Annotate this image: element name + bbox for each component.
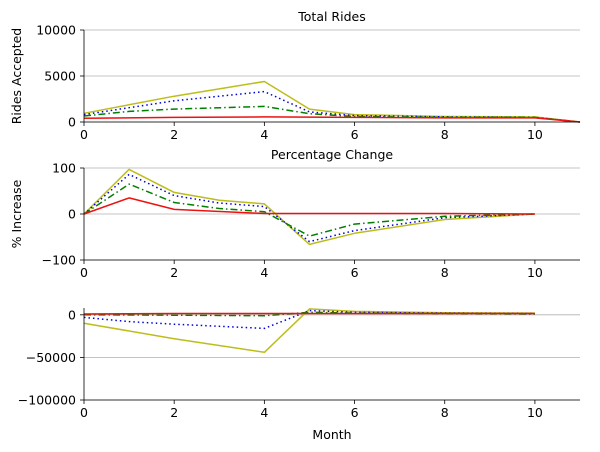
x-tick-label: 4 [260,405,268,420]
y-tick-label: 10000 [36,23,76,38]
y-tick-label: 100 [52,161,76,176]
series-line-4 [83,312,535,315]
series-line-4 [83,116,581,123]
x-tick-label: 6 [351,265,359,280]
x-tick-label: 10 [527,405,543,420]
subplot-2: 0 2 4 6 8 10 −100 0 100 Percentage Change % Increa… [9,147,580,280]
subplot-title: Total Rides [297,9,365,24]
y-tick-label: −100000 [18,393,76,408]
x-tick-label: 0 [80,265,88,280]
x-tick-label: 8 [441,127,449,142]
subplot-3: 0 2 4 6 8 10 −100000 −50000 0 Month [18,307,580,442]
x-tick-label: 2 [170,405,178,420]
y-axis-label: % Increase [9,179,24,248]
x-tick-label: 6 [351,127,359,142]
x-tick-label: 8 [441,405,449,420]
y-tick-label: −100 [42,253,76,268]
series-line-1 [83,80,581,123]
series-line-3 [83,183,535,237]
series-line-4 [83,197,535,215]
series-line-1 [83,168,535,246]
x-tick-label: 4 [260,127,268,142]
x-tick-label: 10 [527,265,543,280]
y-tick-label: 0 [68,207,76,222]
series-line-3 [83,105,581,123]
y-axis-label: Rides Accepted [9,28,24,125]
x-tick-label: 2 [170,265,178,280]
x-axis-label: Month [312,427,351,442]
series-line-1 [83,308,535,354]
x-tick-label: 0 [80,405,88,420]
x-tick-label: 10 [527,127,543,142]
x-tick-label: 6 [351,405,359,420]
y-tick-label: −50000 [26,350,76,365]
x-tick-label: 8 [441,265,449,280]
y-tick-label: 0 [68,307,76,322]
subplot-title: Percentage Change [271,147,393,162]
series-line-2 [83,173,535,243]
series-line-3 [83,311,535,317]
x-tick-label: 4 [260,265,268,280]
x-tick-label: 0 [80,127,88,142]
y-tick-label: 5000 [44,69,76,84]
y-tick-label: 0 [68,115,76,130]
subplot-1: 0 2 4 6 8 10 0 5000 10000 Total Rides Rides Accept… [9,9,581,142]
x-tick-label: 2 [170,127,178,142]
